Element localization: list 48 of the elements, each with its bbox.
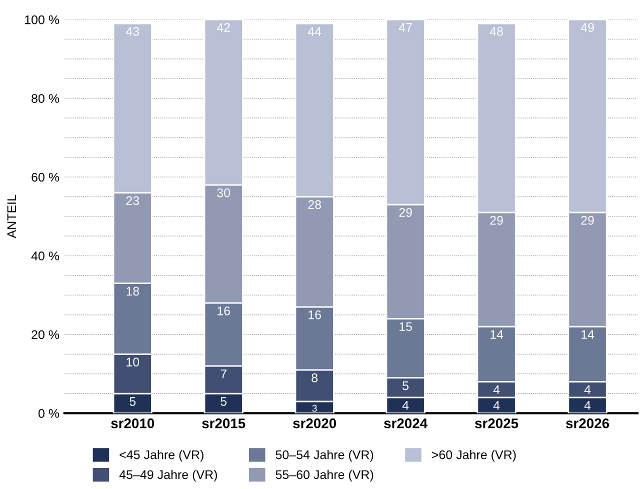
data-label: 5 bbox=[220, 397, 227, 406]
data-label: 30 bbox=[217, 188, 230, 198]
x-tick-label: sr2010 bbox=[111, 418, 154, 428]
data-label: 7 bbox=[220, 370, 226, 378]
legend-label: <45 Jahre (VR) bbox=[120, 450, 204, 462]
y-tick-label: 20 % bbox=[32, 330, 60, 340]
data-label: 4 bbox=[402, 401, 409, 410]
y-axis-title: ANTEIL bbox=[7, 194, 16, 238]
data-label: 28 bbox=[308, 200, 321, 210]
data-label: 5 bbox=[130, 397, 136, 406]
legend-label: 55–60 Jahre (VR) bbox=[276, 470, 374, 482]
legend-label: >60 Jahre (VR) bbox=[432, 450, 516, 462]
data-label: 16 bbox=[218, 306, 230, 316]
data-label: 29 bbox=[399, 208, 412, 217]
data-label: 48 bbox=[490, 26, 503, 36]
y-tick-label: 0 % bbox=[38, 409, 60, 418]
data-label: 43 bbox=[126, 26, 140, 36]
x-tick-label: sr2015 bbox=[202, 418, 246, 428]
x-tick-label: sr2024 bbox=[384, 418, 428, 428]
data-label: 16 bbox=[308, 310, 321, 320]
data-label: 29 bbox=[490, 216, 503, 225]
data-label: 4 bbox=[493, 385, 500, 394]
data-label: 4 bbox=[584, 385, 591, 394]
data-label: 14 bbox=[490, 330, 504, 339]
x-tick-label: sr2026 bbox=[566, 418, 610, 428]
data-label: 29 bbox=[581, 216, 594, 225]
data-label: 44 bbox=[308, 27, 322, 36]
data-label: 14 bbox=[582, 330, 594, 339]
data-label: 5 bbox=[402, 381, 409, 390]
data-label: 49 bbox=[580, 23, 594, 32]
y-tick-label: 100 % bbox=[25, 15, 60, 24]
x-tick-label: sr2020 bbox=[293, 418, 336, 428]
data-label: 42 bbox=[216, 23, 230, 32]
y-tick-label: 60 % bbox=[32, 172, 60, 182]
legend-label: 50–54 Jahre (VR) bbox=[276, 450, 374, 462]
legend-label: 45–49 Jahre (VR) bbox=[119, 470, 217, 482]
data-label: 23 bbox=[126, 196, 140, 206]
data-label: 8 bbox=[312, 373, 318, 382]
x-tick-label: sr2025 bbox=[475, 418, 518, 428]
y-tick-label: 40 % bbox=[31, 252, 60, 260]
data-label: 15 bbox=[400, 322, 412, 332]
data-label: 18 bbox=[126, 286, 140, 296]
data-label: 3 bbox=[312, 404, 317, 412]
data-label: 47 bbox=[398, 23, 412, 32]
data-label: 4 bbox=[584, 401, 591, 410]
data-label: 10 bbox=[126, 358, 140, 366]
y-tick-label: 80 % bbox=[32, 94, 60, 103]
data-label: 4 bbox=[493, 401, 500, 410]
